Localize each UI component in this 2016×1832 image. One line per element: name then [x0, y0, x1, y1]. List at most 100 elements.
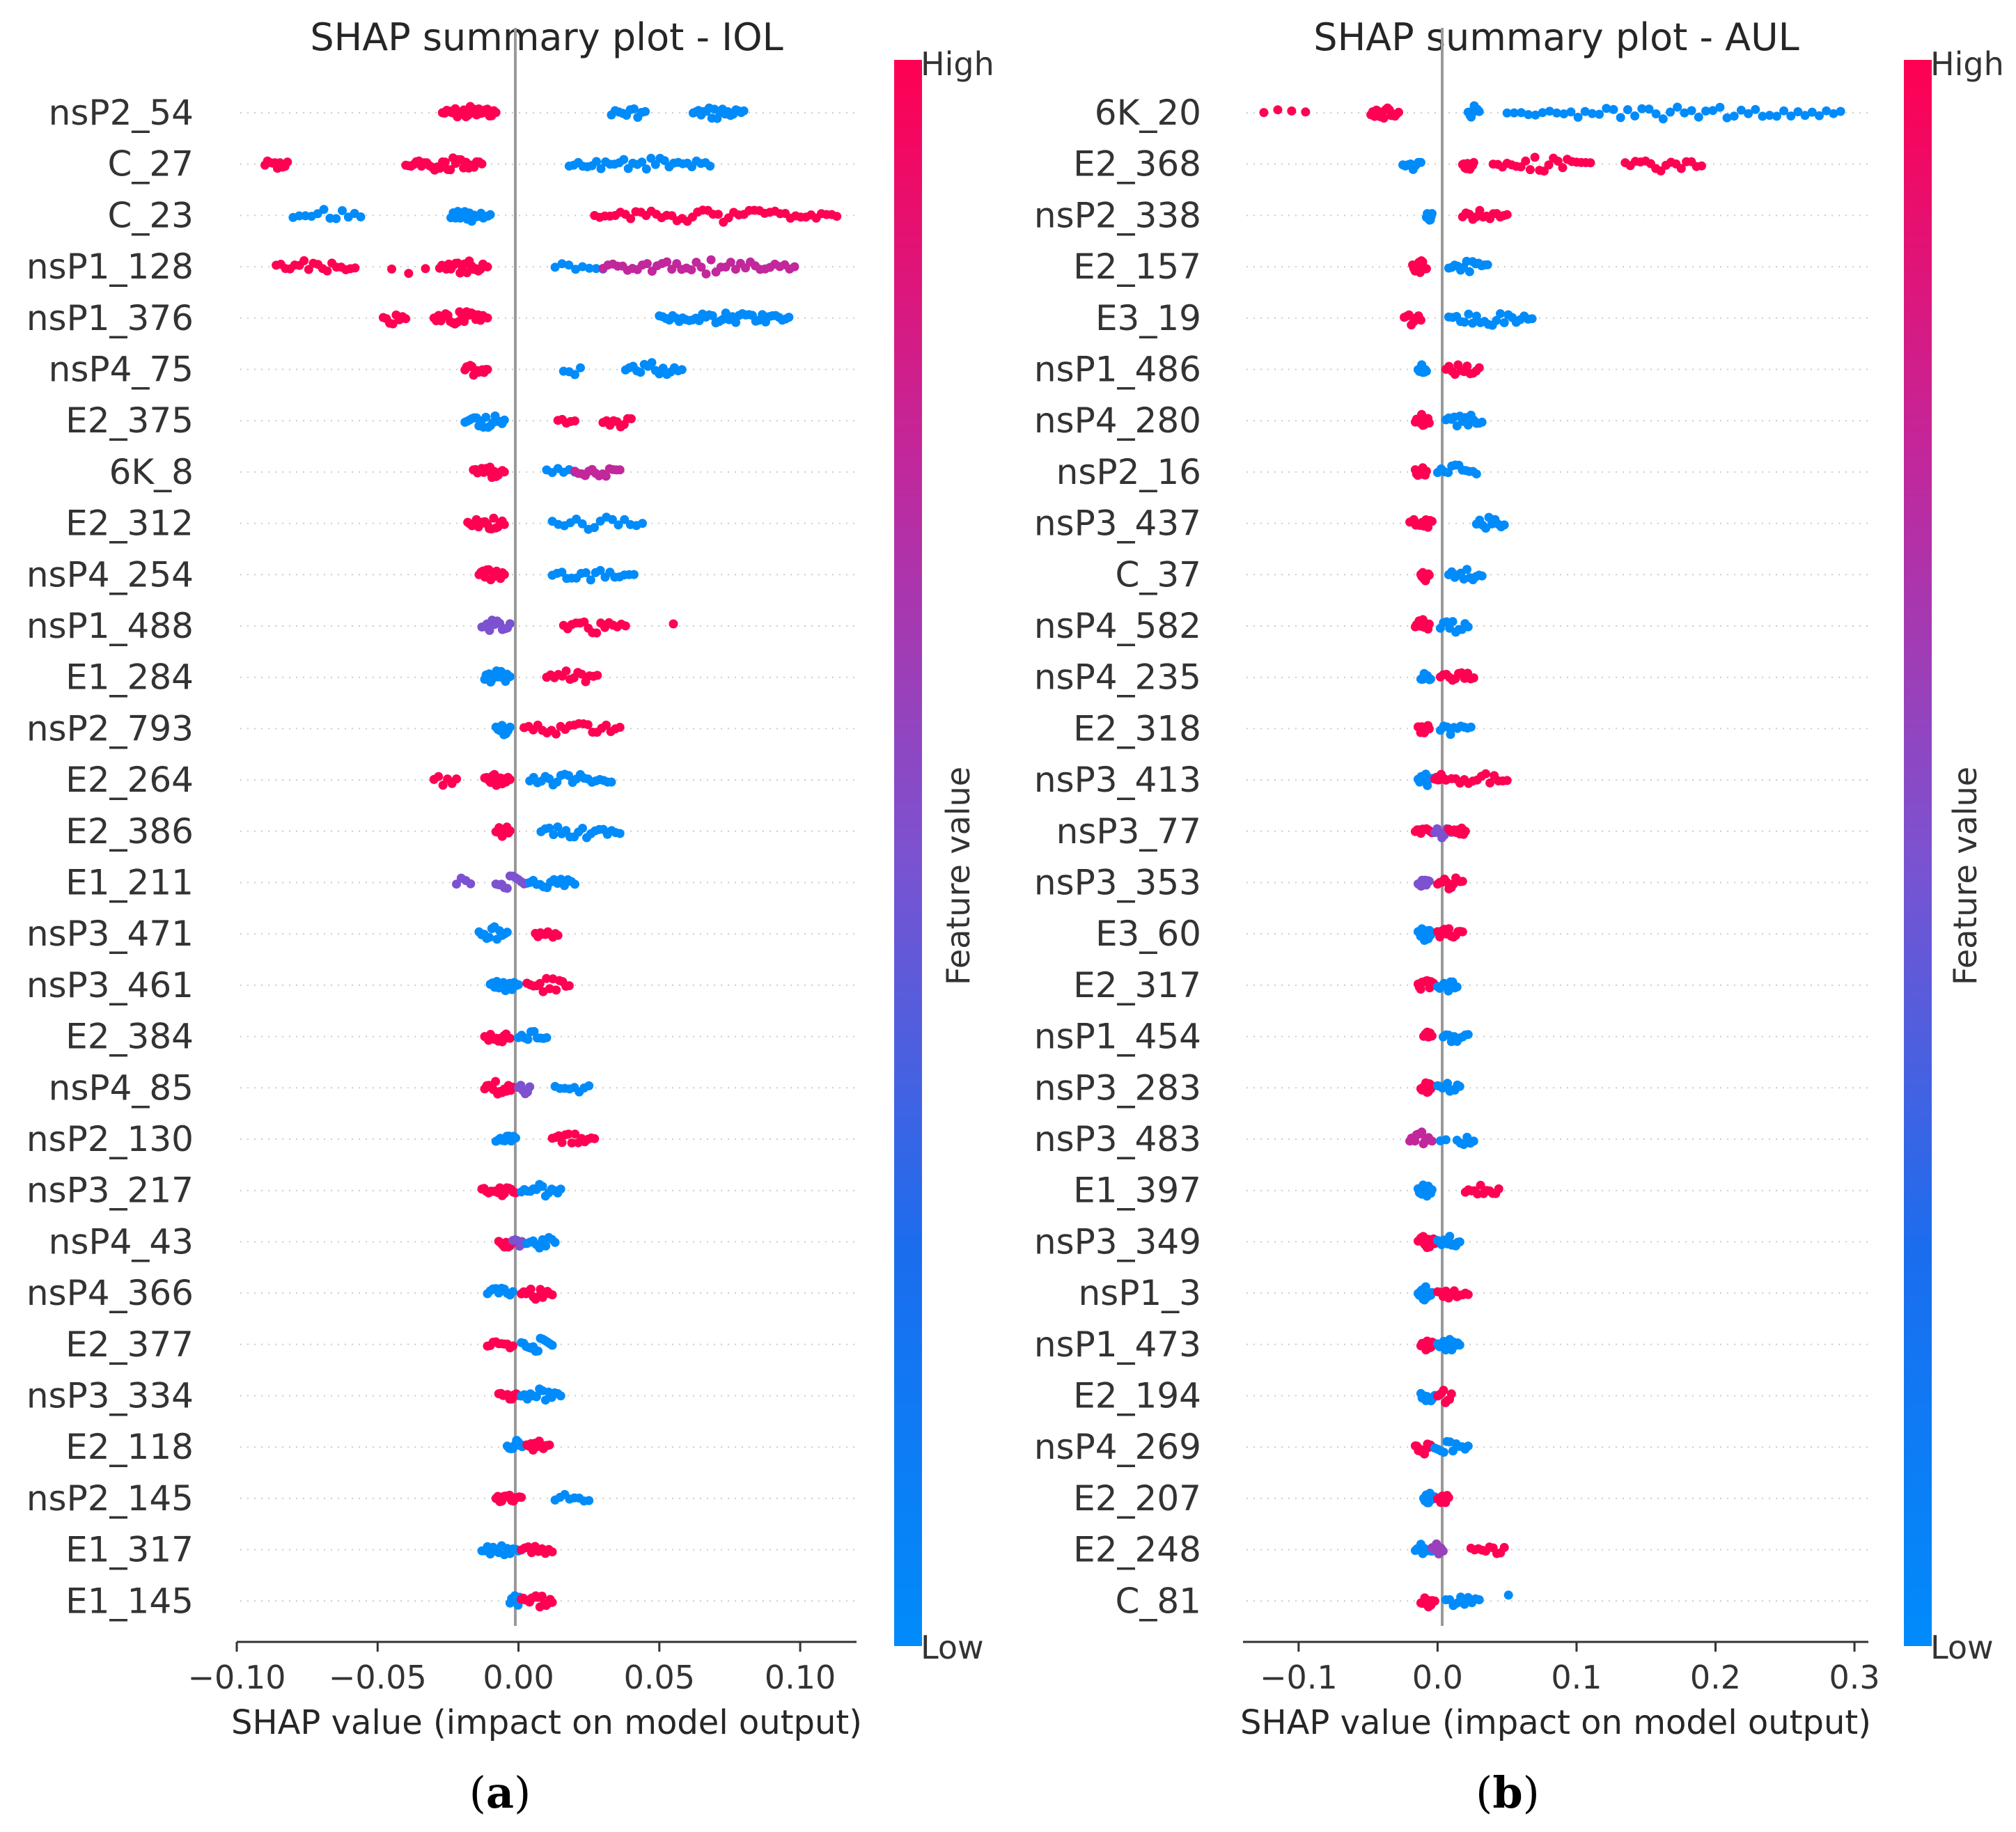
- shap-point: [784, 313, 794, 322]
- shap-point: [650, 159, 660, 169]
- shap-point: [299, 256, 309, 265]
- shap-point: [576, 363, 585, 373]
- panel-a-x-ticks: −0.10 −0.05 0.00 0.05 0.10: [188, 1642, 836, 1696]
- shap-point: [545, 823, 554, 833]
- feature-label: nsP4_366: [26, 1273, 194, 1313]
- feature-label: nsP3_334: [26, 1376, 194, 1416]
- shap-point: [578, 824, 587, 833]
- shap-point: [1527, 314, 1537, 324]
- shap-point: [832, 212, 842, 221]
- shap-point: [590, 1134, 600, 1143]
- shap-point: [1421, 264, 1431, 274]
- shap-point: [564, 771, 574, 781]
- shap-point: [508, 1287, 517, 1297]
- panel-a-feature-labels: nsP2_54 C_27 C_23 nsP1_128 nsP1_376 nsP4_75 E2…: [26, 93, 194, 1621]
- shap-point: [731, 318, 741, 327]
- shap-point: [1559, 109, 1569, 118]
- shap-point: [626, 414, 636, 423]
- shap-point: [1462, 361, 1472, 371]
- panel-a-xlabel: SHAP value (impact on model output): [231, 1703, 862, 1742]
- shap-point: [1623, 105, 1632, 114]
- shap-point: [1499, 318, 1509, 327]
- panel-b-caption-letter: b: [1492, 1767, 1522, 1818]
- shap-point: [1494, 1184, 1503, 1193]
- shap-point: [596, 164, 606, 173]
- shap-point: [1443, 1079, 1453, 1088]
- feature-label: nsP4_43: [49, 1221, 194, 1262]
- x-tick-label: 0.3: [1829, 1659, 1880, 1696]
- shap-point: [1463, 1030, 1473, 1040]
- shap-point: [669, 619, 678, 629]
- shap-point: [586, 575, 595, 585]
- feature-label: E2_384: [65, 1017, 194, 1057]
- shap-point: [602, 720, 611, 730]
- shap-point: [1474, 363, 1484, 373]
- shap-point: [584, 263, 594, 273]
- shap-point: [590, 523, 599, 533]
- shap-point: [677, 365, 687, 375]
- feature-label: E3_60: [1095, 914, 1201, 954]
- shap-point: [1421, 366, 1431, 376]
- shap-point: [1273, 105, 1283, 115]
- feature-label: E1_397: [1073, 1171, 1201, 1211]
- shap-point: [662, 257, 672, 267]
- feature-label: E1_317: [65, 1530, 194, 1570]
- shap-point: [1687, 106, 1696, 116]
- shap-point: [790, 262, 799, 272]
- shap-point: [514, 980, 523, 989]
- shap-point: [1573, 112, 1583, 122]
- shap-point: [1424, 570, 1434, 580]
- shap-point: [319, 205, 329, 214]
- shap-point: [533, 1346, 543, 1356]
- panel-b-feature-labels: 6K_20 E2_368 nsP2_338 E2_157 E3_19 nsP1_486ns…: [1034, 93, 1201, 1621]
- shap-point: [502, 927, 512, 937]
- shap-point: [570, 416, 579, 425]
- shap-point: [642, 259, 652, 269]
- shap-point: [505, 619, 515, 629]
- shap-point: [629, 570, 639, 579]
- shap-point: [535, 978, 545, 988]
- shap-point: [1701, 107, 1710, 116]
- shap-point: [1424, 877, 1434, 886]
- shap-point: [338, 206, 347, 215]
- panel-b-colorbar-title: Feature value: [1946, 767, 1984, 985]
- feature-label: nsP1_3: [1078, 1273, 1201, 1313]
- shap-point: [283, 157, 292, 167]
- feature-label: E2_386: [65, 811, 194, 852]
- shap-point: [485, 625, 494, 635]
- shap-point: [1786, 111, 1796, 121]
- shap-point: [1455, 1340, 1464, 1350]
- panel-a-colorbar: [894, 60, 922, 1646]
- feature-label: E2_248: [1073, 1530, 1201, 1570]
- shap-point: [638, 519, 647, 529]
- shap-point: [1418, 257, 1428, 267]
- shap-point: [1822, 106, 1831, 116]
- feature-label: E2_317: [1073, 965, 1201, 1005]
- shap-point: [499, 519, 509, 529]
- shap-point: [577, 669, 586, 679]
- shap-point: [1502, 108, 1512, 118]
- shap-point: [1424, 724, 1434, 734]
- shap-point: [1708, 106, 1718, 116]
- feature-label: nsP2_793: [26, 708, 194, 749]
- shap-point: [637, 157, 647, 167]
- shap-point: [563, 1129, 573, 1139]
- shap-point: [1552, 108, 1561, 118]
- feature-label: C_23: [107, 195, 194, 235]
- shap-point: [1758, 111, 1767, 121]
- shap-point: [1525, 165, 1535, 175]
- shap-point: [561, 826, 571, 836]
- feature-label: nsP3_413: [1034, 760, 1201, 800]
- shap-point: [438, 781, 448, 790]
- panel-b-title: SHAP summary plot - AUL: [1313, 15, 1799, 59]
- shap-point: [499, 467, 509, 477]
- shap-point: [1394, 107, 1403, 117]
- shap-point: [615, 465, 625, 475]
- shap-point: [1524, 110, 1533, 120]
- shap-point: [614, 520, 623, 530]
- feature-label: nsP2_16: [1056, 452, 1201, 492]
- shap-point: [1416, 315, 1425, 325]
- shap-point: [485, 210, 495, 219]
- shap-point: [1427, 209, 1437, 219]
- shap-point: [1416, 985, 1425, 994]
